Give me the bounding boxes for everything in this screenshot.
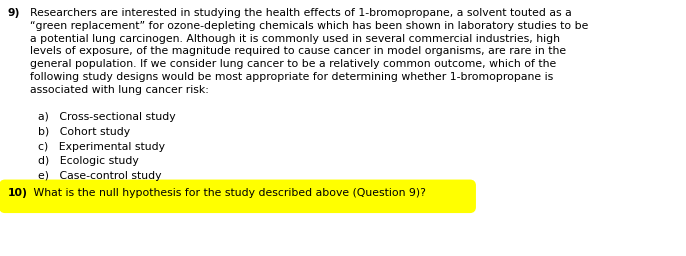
Text: Researchers are interested in studying the health effects of 1-bromopropane, a s: Researchers are interested in studying t… xyxy=(30,8,589,95)
Text: 10): 10) xyxy=(8,188,28,198)
Text: 9): 9) xyxy=(8,8,21,18)
Text: d)   Ecologic study: d) Ecologic study xyxy=(38,156,139,166)
Text: e)   Case-control study: e) Case-control study xyxy=(38,171,161,181)
Text: What is the null hypothesis for the study described above (Question 9)?: What is the null hypothesis for the stud… xyxy=(30,188,426,198)
Text: a)   Cross-sectional study: a) Cross-sectional study xyxy=(38,112,176,122)
Text: c)   Experimental study: c) Experimental study xyxy=(38,142,165,152)
FancyBboxPatch shape xyxy=(1,182,474,211)
Text: b)   Cohort study: b) Cohort study xyxy=(38,127,130,137)
